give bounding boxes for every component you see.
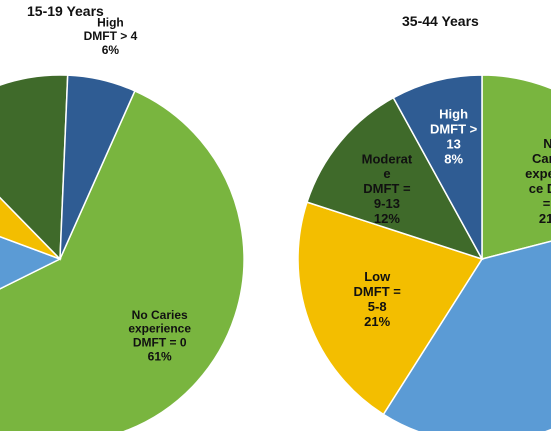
pie-1-slice-2-label-line: 5-8 bbox=[368, 299, 387, 314]
pie-1-slice-4-label: High DMFT >13 8% bbox=[430, 107, 478, 167]
pie-0-slice-0-label-line: No Caries bbox=[132, 308, 188, 322]
chart-title-35-44: 35-44 Years bbox=[402, 13, 479, 29]
chart-title-15-19: 15-19 Years bbox=[27, 3, 104, 19]
pie-1-slice-0-label-line: ce DMF bbox=[529, 181, 551, 196]
pie-0-slice-0-label: No Caries experience DMFT = 0 61% bbox=[128, 308, 191, 363]
pie-1-slice-3-label: Moderat e DMFT = 9-13 12% bbox=[362, 151, 413, 226]
pie-1-slice-0-label-line: 21% bbox=[539, 211, 551, 226]
pie-1-slice-0-label-line: No bbox=[543, 136, 551, 151]
pie-1-slice-3-label-line: 12% bbox=[374, 211, 400, 226]
pie-1-slice-4-label-line: High bbox=[439, 107, 468, 122]
pie-1-slice-2-label-line: Low bbox=[364, 269, 391, 284]
pie-0-slice-0-label-line: DMFT = 0 bbox=[133, 336, 187, 350]
pie-0-slice-4-label-line: DMFT > 4 bbox=[84, 29, 138, 43]
pie-0-slice-4-label-line: 6% bbox=[102, 43, 120, 57]
pie-0-slice-4-label: High DMFT > 4 6% bbox=[84, 15, 138, 57]
pie-1-slice-1 bbox=[382, 240, 551, 431]
pie-1-slice-2-label-line: DMFT = bbox=[354, 284, 402, 299]
pie-0-slice-4 bbox=[59, 74, 136, 260]
pie-1-slice-0-label-line: experien bbox=[525, 166, 551, 181]
pie-1-slice-3-label-line: DMFT = bbox=[363, 181, 411, 196]
pie-1-slice-0 bbox=[481, 74, 551, 260]
pie-1-slice-2 bbox=[297, 201, 484, 416]
pie-1-slice-4-label-line: 8% bbox=[444, 151, 463, 166]
pie-1-slice-4 bbox=[392, 74, 483, 260]
pie-1-slice-3 bbox=[306, 96, 484, 261]
pie-0-slice-1 bbox=[0, 235, 62, 290]
pie-1-slice-0-label-line: Caries bbox=[532, 151, 551, 166]
pie-0-slice-0 bbox=[0, 89, 245, 431]
pie-1-slice-2-label: Low DMFT = 5-8 21% bbox=[354, 269, 402, 329]
pie-1-slice-3-label-line: Moderat bbox=[362, 151, 413, 166]
pie-0-slice-0-label-line: experience bbox=[128, 322, 191, 336]
pie-1-slice-2-label-line: 21% bbox=[364, 314, 390, 329]
pie-0-slice-3 bbox=[0, 74, 69, 261]
pie-1-slice-4-label-line: DMFT > bbox=[430, 122, 478, 137]
pie-0-slice-4-label-line: High bbox=[97, 15, 124, 29]
pie-1-slice-0-label-line: = 0 bbox=[543, 196, 551, 211]
pie-1-slice-4-label-line: 13 bbox=[446, 137, 460, 152]
pie-1-slice-3-label-line: 9-13 bbox=[374, 196, 400, 211]
pie-0-slice-0-label-line: 61% bbox=[148, 349, 172, 363]
pie-1-slice-3-label-line: e bbox=[383, 166, 390, 181]
